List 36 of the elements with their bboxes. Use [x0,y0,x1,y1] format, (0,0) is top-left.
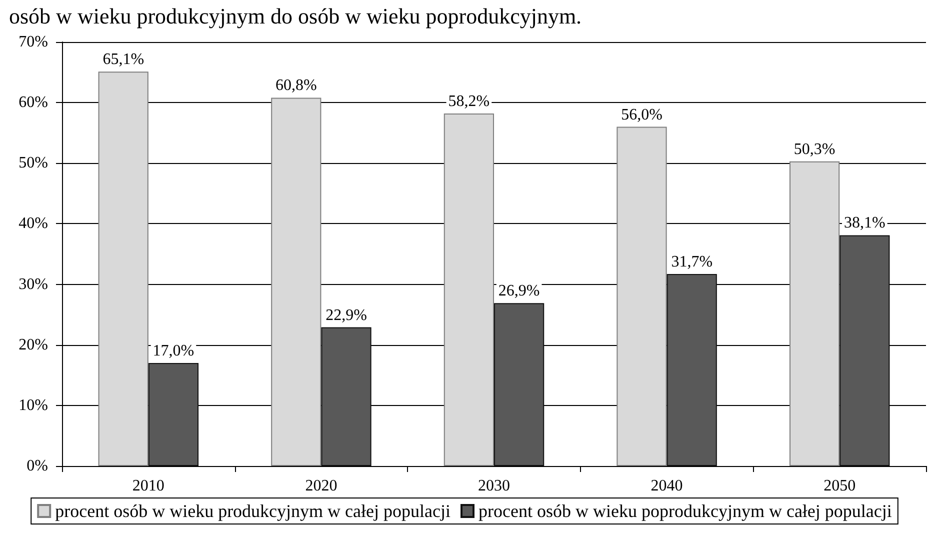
data-label: 60,8% [275,77,317,94]
y-tick-label: 70% [18,34,48,50]
x-tick-label: 2050 [824,478,856,494]
bar [840,235,890,466]
y-tick-label: 10% [18,396,48,414]
data-label: 56,0% [621,106,662,124]
y-tick-label: 0% [26,458,48,474]
data-label: 22,9% [326,306,367,324]
y-tick-label: 40% [18,215,48,232]
data-label: 65,1% [102,51,144,68]
data-label: 58,2% [448,92,490,110]
x-tick-label: 2020 [305,478,338,494]
y-tick-label: 60% [18,94,48,112]
bar [98,72,148,466]
legend-label: procent osób w wieku poprodukcyjnym w całej populacji [478,501,892,521]
x-tick-label: 2040 [650,478,683,494]
bar [444,113,494,466]
bar [271,98,322,466]
chart-title: osób w wieku produkcyjnym do osób w wieku poprodukcyjnym. [9,4,582,28]
legend-label: procent osób w wieku produkcyjnym w całej populacji [55,501,451,521]
data-label: 50,3% [794,140,836,158]
y-tick-label: 20% [18,336,48,354]
data-label: 31,7% [671,253,713,270]
bar [616,126,667,466]
data-label: 26,9% [498,282,540,300]
x-tick-label: 2030 [478,478,510,494]
y-tick-label: 30% [18,276,48,293]
bar [321,327,372,466]
data-label: 38,1% [844,214,886,232]
y-tick-label: 50% [18,154,48,172]
bar [789,161,840,466]
x-tick-label: 2010 [132,478,164,494]
bar [494,303,544,466]
bar [148,363,199,466]
bar [666,274,717,466]
data-label: 17,0% [152,342,194,360]
